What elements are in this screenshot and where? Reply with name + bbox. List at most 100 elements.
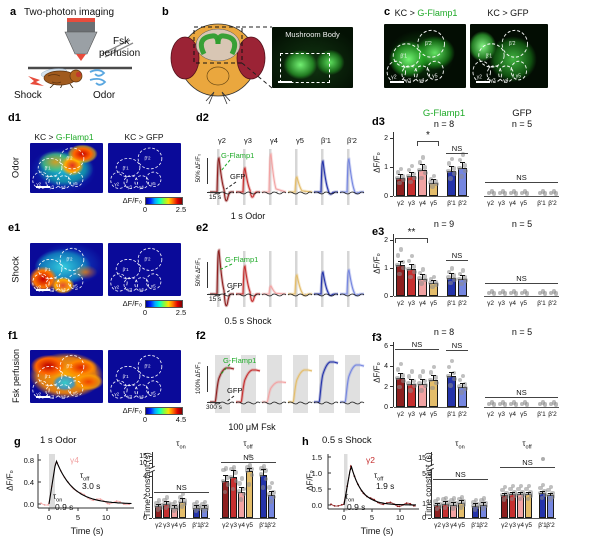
data-point xyxy=(456,500,462,506)
e2-yscale-bar xyxy=(207,262,208,288)
c-gflamp1-image: γ2 γ3 γ4 γ5 β'1 β'2 xyxy=(384,24,466,88)
error-cap xyxy=(460,274,465,276)
error-cap xyxy=(510,492,515,493)
data-point xyxy=(171,508,177,513)
data-point xyxy=(459,390,464,395)
error-cap xyxy=(526,492,531,493)
data-point xyxy=(420,267,426,272)
annotation-arrow xyxy=(225,395,235,403)
compartment-label: γ2 xyxy=(36,284,41,289)
data-point xyxy=(461,499,466,504)
x-category-label: γ3 xyxy=(498,200,505,207)
compartment-label: β'2 xyxy=(145,256,151,261)
d3-ylabel: ΔF/F₀ xyxy=(372,152,382,173)
data-point xyxy=(411,264,417,269)
g-xtick-0: 0 xyxy=(46,513,52,522)
compartment-label: γ3 xyxy=(127,394,132,399)
compartment-outline xyxy=(123,277,139,292)
f2-yscale-bar xyxy=(207,366,208,392)
data-point xyxy=(433,375,439,380)
data-point xyxy=(267,485,272,490)
x-category-label: γ2 xyxy=(397,411,404,418)
data-point xyxy=(542,291,547,296)
h-tau-off-bar-chart: γ2 γ3 γ4 γ5 β'1 β'2 NS xyxy=(499,452,556,529)
h-xlabel: Time (s) xyxy=(360,526,394,536)
data-point xyxy=(233,478,239,484)
gfp-trace xyxy=(235,191,261,195)
compartment-label: γ4 xyxy=(61,394,66,399)
data-point xyxy=(166,500,171,505)
perfusion-pipette-icon xyxy=(101,39,131,55)
data-point xyxy=(457,157,463,163)
fly-head-illustration xyxy=(170,23,273,105)
data-point xyxy=(548,290,553,295)
g-tau-on-label: τon xyxy=(53,492,62,504)
error-cap xyxy=(202,504,207,506)
compartment-outline xyxy=(32,380,50,399)
data-point xyxy=(419,281,424,286)
data-point xyxy=(406,258,412,264)
x-category-label: β'2 xyxy=(200,522,209,529)
data-point xyxy=(397,180,402,186)
data-point xyxy=(433,499,438,504)
compartment-label: γ2 xyxy=(114,391,119,396)
compartment-label: β'1 xyxy=(45,165,51,170)
x-category-label: γ5 xyxy=(520,411,527,418)
data-point xyxy=(263,468,268,473)
y-tick xyxy=(149,475,152,477)
d3-gflamp1-bar-chart: 0 1 2 γ2 γ3 γ4 γ5 β'1 β'2 * NS xyxy=(384,130,474,207)
compartment-outline xyxy=(478,43,505,68)
baseline xyxy=(484,295,559,297)
x-category-label: γ5 xyxy=(246,522,253,529)
compartment-label: γ2 xyxy=(391,74,396,80)
error-bar xyxy=(451,273,452,278)
error-cap xyxy=(420,274,425,276)
tau-symbol: τ xyxy=(374,471,378,480)
compartment-outline xyxy=(59,354,85,378)
bar-γ4 xyxy=(418,383,427,407)
h-tau-off-label: τoff xyxy=(374,471,383,483)
mushroom-body-image: Mushroom Body xyxy=(272,27,353,88)
significance-label: NS xyxy=(451,341,463,350)
x-category-label: β'1 xyxy=(537,411,546,418)
d3-gfp-n: n = 5 xyxy=(511,119,533,129)
mb-outline-svg: γ2 γ3 γ4 γ5 β'1 β'2 xyxy=(472,29,528,84)
data-point xyxy=(502,191,507,196)
h-ytick-0.0: 0.0 xyxy=(311,501,322,510)
compartment-outline xyxy=(115,258,141,280)
g-trace-title: 1 s Odor xyxy=(40,435,77,446)
d2-stim-label: 1 s Odor xyxy=(230,211,266,221)
f3-gfp-n: n = 5 xyxy=(511,327,533,337)
x-category-label: γ4 xyxy=(419,200,426,207)
d-colorbar-label: ΔF/F₀ xyxy=(122,196,142,205)
data-point xyxy=(546,487,551,493)
data-point xyxy=(540,482,546,487)
mushroom-body-image-title: Mushroom Body xyxy=(285,30,340,39)
data-point xyxy=(483,500,488,506)
data-point xyxy=(478,502,484,507)
compartment-outline xyxy=(501,29,528,58)
compartment-label: γ5 xyxy=(151,181,156,186)
x-category-label: β'1 xyxy=(447,411,456,418)
data-point xyxy=(431,274,437,280)
data-point xyxy=(446,364,452,370)
error-bar xyxy=(550,493,551,495)
compartment-label: β'2 xyxy=(145,363,151,368)
x-category-label: γ4 xyxy=(171,522,178,529)
compartment-label: γ4 xyxy=(61,287,66,292)
error-bar xyxy=(241,488,242,492)
stimulus-shading xyxy=(347,149,350,205)
data-point xyxy=(547,497,553,502)
data-point xyxy=(158,502,163,508)
data-point xyxy=(448,383,453,388)
bar-γ5 xyxy=(525,494,532,518)
error-bar xyxy=(263,469,264,475)
error-cap xyxy=(164,501,169,503)
panel-g-label: g xyxy=(14,436,21,448)
stimulus-shading xyxy=(345,355,360,413)
significance-line xyxy=(154,492,209,493)
gfp-trace xyxy=(339,401,365,405)
y-tick-label: 2 xyxy=(143,494,147,501)
data-point xyxy=(524,402,529,407)
d2-col-label: β'2 xyxy=(347,136,357,145)
